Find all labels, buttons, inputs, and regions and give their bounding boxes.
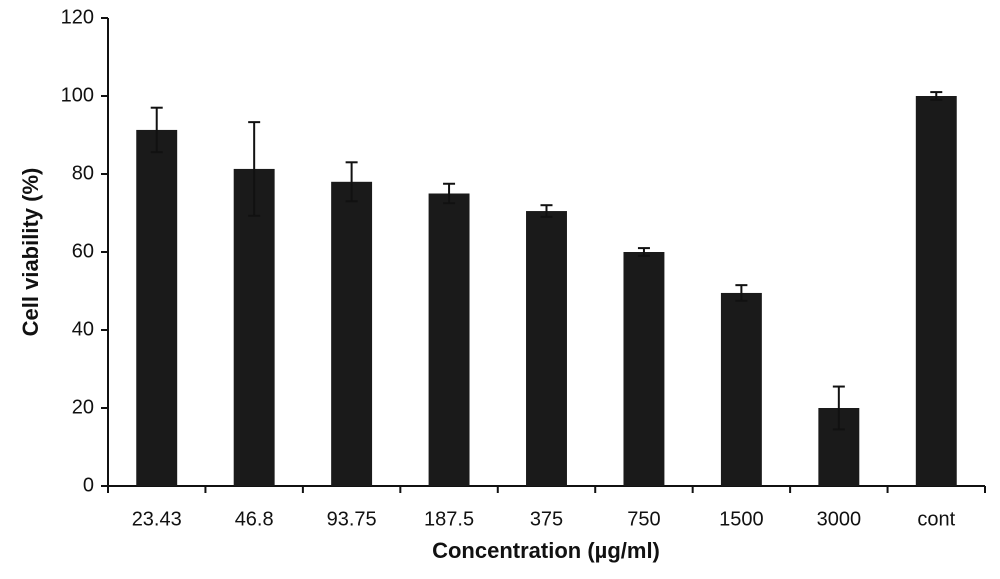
x-tick-label: 3000 bbox=[817, 508, 862, 530]
x-tick-label: 46.8 bbox=[235, 508, 274, 530]
error-bar bbox=[832, 385, 845, 431]
y-tick-label: 120 bbox=[61, 6, 94, 28]
error-bar bbox=[637, 247, 650, 257]
y-tick-label: 60 bbox=[72, 240, 94, 262]
x-tick-label: 23.43 bbox=[132, 508, 182, 530]
y-tick-label: 0 bbox=[83, 474, 94, 496]
bar bbox=[233, 168, 275, 486]
error-bar bbox=[150, 106, 163, 154]
error-bar bbox=[248, 121, 261, 217]
x-tick-label: cont bbox=[917, 508, 955, 530]
error-bar bbox=[443, 182, 456, 205]
y-tick-label: 80 bbox=[72, 162, 94, 184]
error-bar bbox=[345, 161, 358, 203]
x-tick-label: 1500 bbox=[719, 508, 764, 530]
bar bbox=[428, 193, 470, 486]
error-bar bbox=[540, 204, 553, 218]
error-bar bbox=[735, 284, 748, 302]
y-tick-label: 100 bbox=[61, 84, 94, 106]
bar bbox=[526, 211, 567, 487]
bar bbox=[331, 181, 373, 487]
bar bbox=[623, 252, 665, 486]
bar bbox=[720, 292, 762, 486]
y-tick-label: 20 bbox=[72, 396, 94, 418]
x-tick-label: 187.5 bbox=[424, 508, 474, 530]
error-bar bbox=[930, 91, 943, 101]
bar bbox=[915, 96, 957, 486]
y-axis-title: Cell viability (%) bbox=[18, 168, 43, 337]
x-tick-label: 93.75 bbox=[327, 508, 377, 530]
x-tick-label: 750 bbox=[627, 508, 660, 530]
x-axis-title: Concentration (µg/ml) bbox=[432, 538, 660, 563]
x-tick-label: 375 bbox=[530, 508, 563, 530]
y-tick-label: 40 bbox=[72, 318, 94, 340]
bar bbox=[136, 129, 178, 486]
